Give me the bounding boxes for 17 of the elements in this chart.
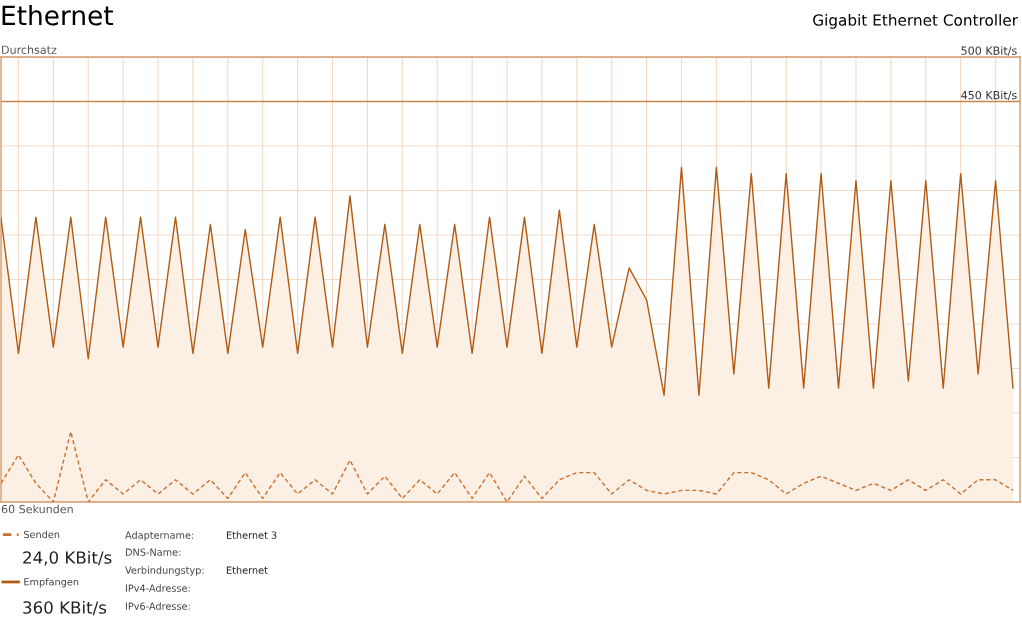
- text: IPv6-Adresse:: [125, 602, 190, 610]
- legend-label: Senden: [24, 530, 60, 539]
- x-axis-title: 60 Sekunden: [1, 504, 73, 514]
- chart-subtitle: Gigabit Ethernet Controller: [813, 14, 1018, 29]
- text: IPv4-Adresse:: [125, 584, 190, 592]
- chart-title: Ethernet: [2, 5, 114, 26]
- y-axis-title: Durchsatz: [2, 45, 57, 54]
- text: Verbindungstyp:: [125, 566, 204, 576]
- text: 360 KBit/s: [23, 600, 107, 616]
- text: 24,0 KBit/s: [23, 550, 112, 566]
- legend-label: Empfangen: [24, 577, 79, 588]
- y-tick-label: 450 KBit/s: [961, 90, 1017, 101]
- text: DNS-Name:: [125, 548, 181, 556]
- y-tick-label: 500 KBit/s: [961, 46, 1017, 56]
- text: Ethernet 3: [226, 531, 277, 539]
- text: Ethernet: [226, 566, 268, 574]
- text: Adaptername:: [125, 531, 194, 541]
